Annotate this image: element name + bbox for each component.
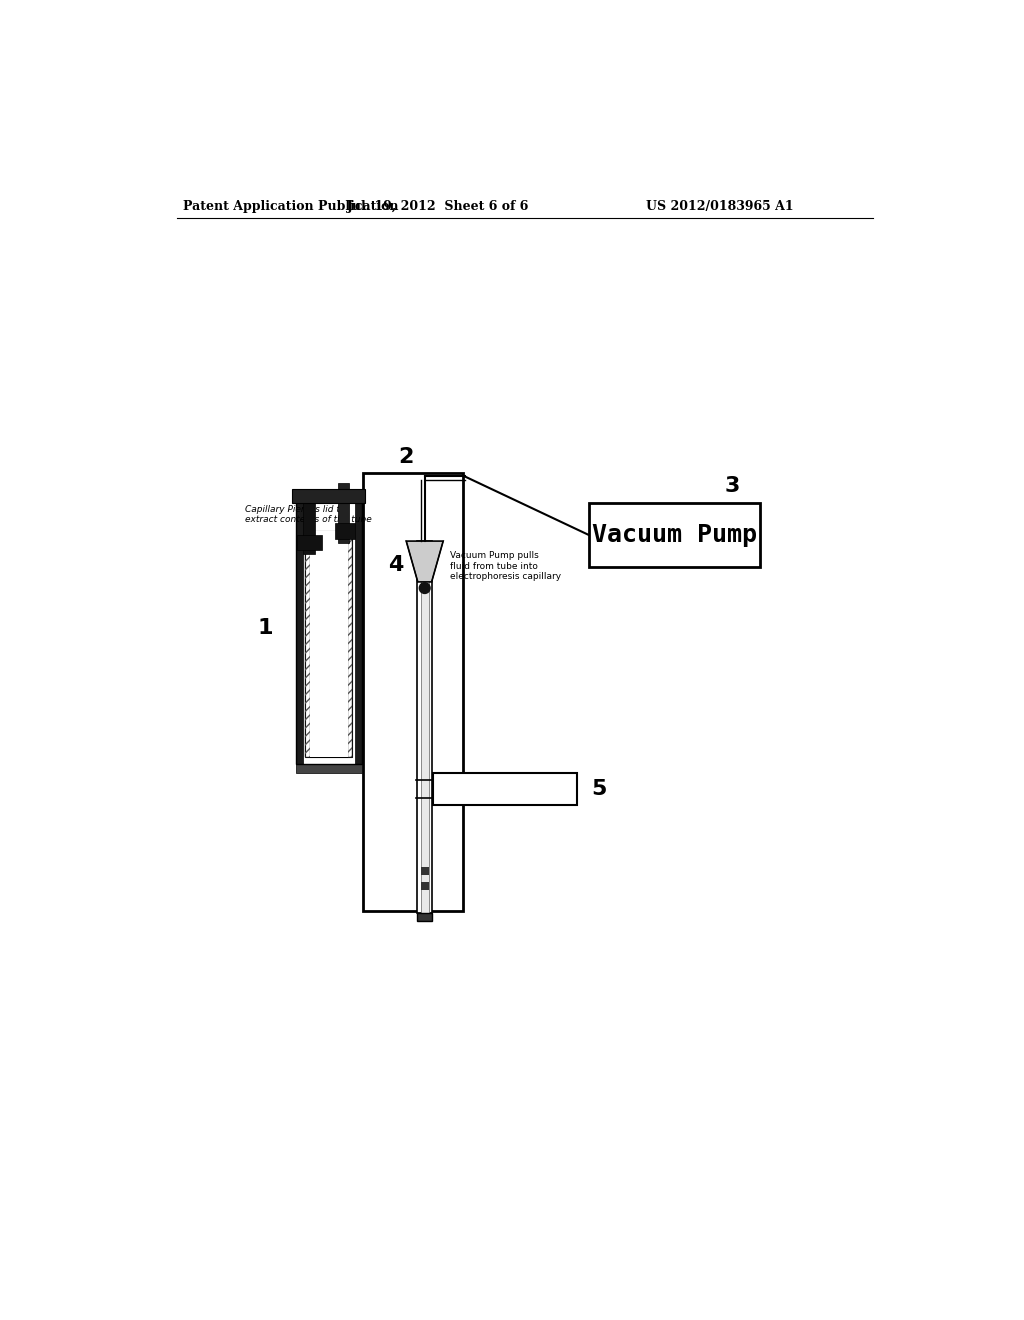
Bar — [417, 541, 432, 913]
Bar — [305, 531, 310, 758]
Text: Jul. 19, 2012  Sheet 6 of 6: Jul. 19, 2012 Sheet 6 of 6 — [347, 199, 529, 213]
Polygon shape — [407, 541, 443, 582]
Bar — [589, 503, 761, 566]
Bar — [433, 774, 578, 805]
Bar — [336, 524, 355, 539]
Text: 5: 5 — [591, 779, 606, 799]
Text: 4: 4 — [388, 554, 403, 576]
Bar — [364, 473, 463, 911]
Bar — [339, 483, 349, 543]
Text: Optical Detector: Optical Detector — [454, 784, 556, 795]
Bar — [303, 492, 315, 554]
Text: 3: 3 — [725, 477, 740, 496]
Text: Patent Application Publication: Patent Application Publication — [183, 199, 398, 213]
Text: Vacuum Pump pulls
fluid from tube into
electrophoresis capillary: Vacuum Pump pulls fluid from tube into e… — [451, 552, 561, 581]
Bar — [296, 763, 361, 774]
Text: 2: 2 — [397, 447, 413, 467]
Bar — [305, 531, 352, 758]
Text: Capillary Pierces lid to
extract contents of the tube: Capillary Pierces lid to extract content… — [245, 506, 372, 524]
Bar — [292, 488, 366, 503]
Bar — [421, 882, 429, 890]
Bar — [348, 531, 352, 758]
Text: 1: 1 — [258, 618, 273, 638]
Circle shape — [419, 582, 430, 594]
Bar — [417, 913, 432, 921]
Bar — [296, 492, 303, 763]
Bar — [354, 492, 361, 763]
Bar — [421, 541, 429, 913]
Bar — [421, 867, 429, 875]
Bar — [297, 535, 322, 550]
Bar — [310, 531, 348, 758]
Text: Vacuum Pump: Vacuum Pump — [592, 523, 757, 546]
Text: US 2012/0183965 A1: US 2012/0183965 A1 — [646, 199, 794, 213]
Bar — [296, 492, 361, 763]
